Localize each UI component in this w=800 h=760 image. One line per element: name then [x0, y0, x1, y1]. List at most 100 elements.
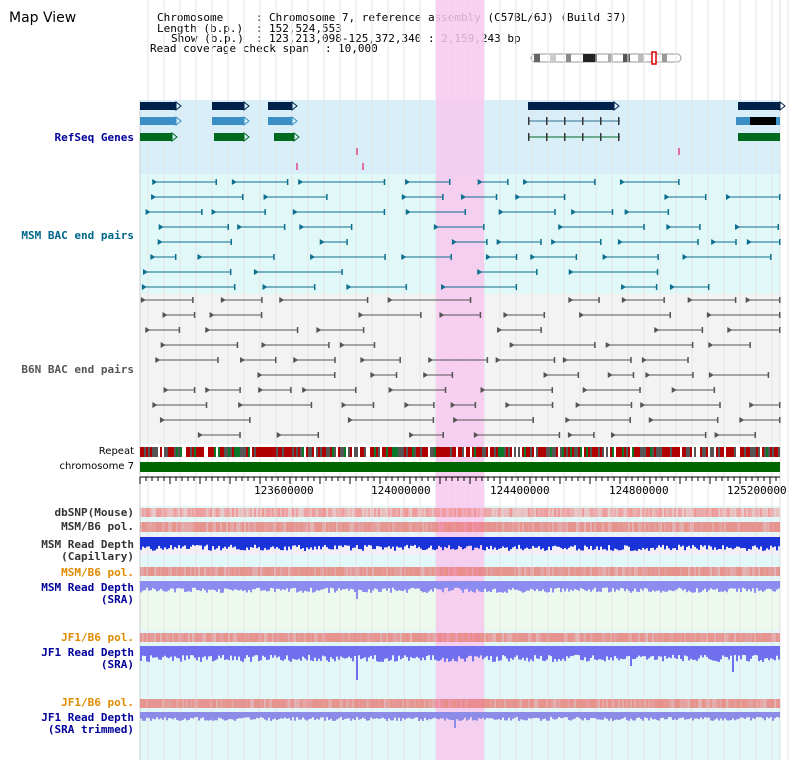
heat-cell	[758, 633, 760, 642]
repeat-segment	[542, 447, 544, 457]
depth-bar	[400, 537, 402, 548]
repeat-segment	[724, 447, 726, 457]
depth-bar	[722, 646, 724, 656]
depth-bar	[612, 712, 614, 721]
track-label-msm-bac[interactable]: MSM BAC end pairs	[21, 229, 134, 242]
depth-bar	[422, 537, 424, 551]
heat-cell	[346, 633, 348, 642]
heat-cell	[256, 699, 258, 708]
depth-bar	[394, 646, 396, 662]
depth-bar	[680, 581, 682, 589]
depth-bar	[500, 712, 502, 720]
depth-bar	[446, 646, 448, 659]
heat-cell	[172, 522, 174, 532]
track-label-refseq-genes[interactable]: RefSeq Genes	[54, 131, 134, 144]
heat-cell	[640, 567, 642, 576]
depth-bar	[450, 537, 452, 550]
heat-cell	[216, 508, 218, 517]
depth-bar	[386, 646, 388, 659]
heat-cell	[220, 508, 222, 517]
depth-bar	[516, 646, 518, 656]
depth-bar	[266, 712, 268, 721]
depth-bar	[494, 537, 496, 548]
depth-bar	[164, 581, 166, 592]
depth-bar	[190, 581, 192, 592]
bac-end-marker	[719, 402, 721, 408]
depth-bar	[646, 581, 648, 589]
heat-cell	[706, 522, 708, 532]
bac-end-marker	[152, 179, 158, 185]
depth-bar	[480, 712, 482, 719]
heat-cell	[216, 567, 218, 576]
depth-bar	[258, 581, 260, 588]
heat-cell	[676, 522, 678, 532]
heat-cell	[370, 633, 372, 642]
depth-bar	[314, 646, 316, 658]
heat-cell	[422, 567, 424, 576]
depth-bar	[644, 537, 646, 550]
heat-cell	[470, 633, 472, 642]
heat-cell	[286, 567, 288, 576]
heat-cell	[562, 567, 564, 576]
heat-cell	[352, 522, 354, 532]
heat-cell	[694, 567, 696, 576]
bac-end-marker	[770, 254, 772, 260]
heat-cell	[266, 567, 268, 576]
depth-bar	[698, 537, 700, 550]
repeat-segment	[698, 447, 700, 457]
depth-bar	[166, 712, 168, 721]
heat-cell	[700, 567, 702, 576]
heat-cell	[200, 699, 202, 708]
heat-cell	[426, 522, 428, 532]
depth-bar	[158, 537, 160, 546]
depth-bar	[152, 537, 154, 551]
heat-cell	[246, 567, 248, 576]
depth-bar	[254, 581, 256, 590]
depth-bar	[606, 646, 608, 657]
heat-cell	[744, 633, 746, 642]
bac-end-marker	[540, 327, 542, 333]
heat-cell	[250, 699, 252, 708]
heat-cell	[278, 567, 280, 576]
repeat-segment	[764, 447, 766, 457]
depth-bar	[642, 537, 644, 548]
track-label-b6n-bac[interactable]: B6N BAC end pairs	[21, 363, 134, 376]
depth-bar	[612, 537, 614, 551]
depth-bar	[566, 537, 568, 550]
repeat-segment	[572, 447, 574, 457]
gene-tick	[678, 148, 680, 155]
depth-bar	[148, 712, 150, 719]
heat-cell	[332, 522, 334, 532]
heat-cell	[148, 508, 150, 517]
bac-end-marker	[582, 387, 588, 393]
heat-cell	[178, 508, 180, 517]
heat-cell	[460, 633, 462, 642]
depth-bar	[688, 537, 690, 546]
repeat-segment	[648, 447, 650, 457]
depth-bar	[596, 712, 598, 720]
heat-cell	[720, 522, 722, 532]
depth-bar	[518, 581, 520, 591]
depth-bar	[574, 712, 576, 719]
heat-cell	[168, 567, 170, 576]
depth-bar	[370, 646, 372, 656]
bac-end-marker	[346, 239, 348, 245]
repeat-segment	[770, 447, 772, 457]
depth-bar	[622, 646, 624, 660]
heat-cell	[712, 522, 714, 532]
heat-cell	[668, 508, 670, 517]
repeat-segment	[628, 447, 630, 457]
heat-cell	[298, 699, 300, 708]
repeat-segment	[704, 447, 706, 457]
heat-cell	[158, 567, 160, 576]
heat-cell	[270, 633, 272, 642]
depth-bar	[316, 712, 318, 719]
heat-cell	[286, 522, 288, 532]
heat-cell	[662, 522, 664, 532]
heat-cell	[620, 633, 622, 642]
depth-bar	[218, 712, 220, 718]
heat-cell	[464, 508, 466, 517]
depth-bar	[410, 581, 412, 589]
heat-cell	[586, 508, 588, 517]
